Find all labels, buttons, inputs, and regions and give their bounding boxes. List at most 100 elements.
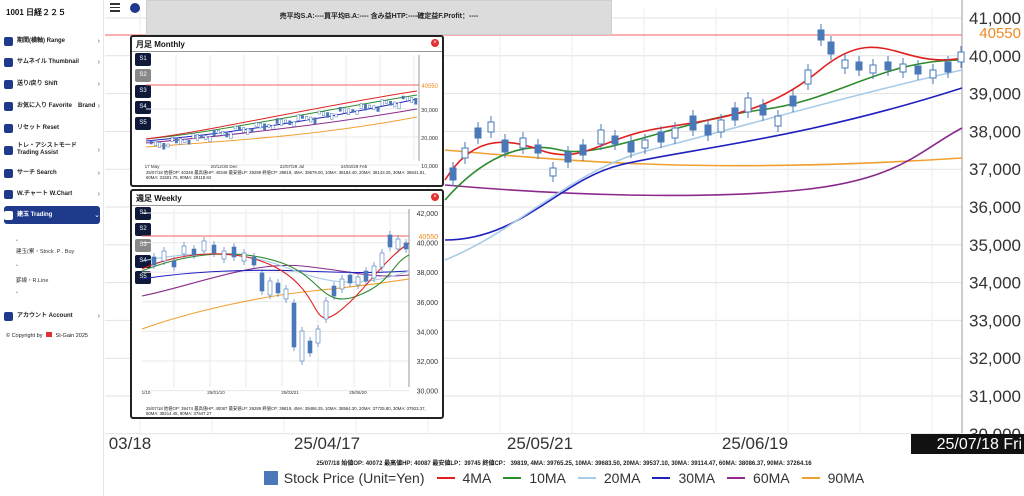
legend-item-60ma[interactable]: 60MA — [727, 470, 790, 486]
sidebar-sub-rline[interactable]: 罫線・R.Line — [16, 278, 49, 284]
candle-body — [380, 99, 384, 106]
monthly-chart[interactable]: 30,000 20,000 10,000 40550 17 May 20/12/30 De… — [132, 37, 442, 185]
legend-swatch — [652, 476, 671, 480]
candle-body — [338, 107, 342, 112]
y-tick-label: 32,000 — [417, 359, 439, 366]
y-tick-label: 10,000 — [421, 164, 438, 170]
sidebar-item-shift[interactable]: 送り/戻り Shift › — [4, 75, 100, 93]
monthly-panel[interactable]: 月足 Monthly × S1 S2 S3 S4 S5 30,000 20,000… — [130, 35, 444, 187]
sidebar-item-account[interactable]: アカウント Account › — [4, 307, 100, 325]
candle-body — [191, 133, 195, 139]
candle-body — [671, 127, 679, 139]
price-tag: 40550 — [421, 84, 438, 90]
sidebar-sub-stock-buy[interactable]: 建玉(累・Stock .P . Buy — [16, 249, 75, 255]
user-icon[interactable] — [130, 3, 140, 13]
candle-body — [309, 116, 313, 123]
legend-item-20ma[interactable]: 20MA — [577, 470, 641, 486]
candle-body — [393, 101, 397, 108]
candle-body — [300, 115, 304, 119]
menu-icon[interactable] — [110, 3, 120, 12]
price-tag: 40550 — [979, 25, 1021, 42]
sidebar-item-label: トレ・アシストモード Trading Assist — [17, 143, 77, 156]
legend-item-stock[interactable]: Stock Price (Unit=Yen) — [263, 470, 425, 486]
s4-button[interactable]: S4 — [135, 101, 151, 114]
s2-button[interactable]: S2 — [135, 69, 151, 82]
sidebar-item-label: 建玉 Trading — [17, 211, 53, 218]
candle-body — [305, 116, 309, 121]
ma-line — [444, 149, 963, 167]
x-tick-label: 22/07/29 Jul — [280, 164, 305, 169]
sidebar-item-wchart[interactable]: W.チャート W.Chart › — [4, 185, 100, 203]
y-tick-label: 37,000 — [969, 160, 1021, 179]
candle-body — [246, 128, 250, 135]
sidebar-item-thumbnail[interactable]: サムネイル Thumbnail › — [4, 53, 100, 71]
weekly-chart[interactable]: 42,000 40,000 38,000 36,000 34,000 32,000 30,0… — [132, 191, 442, 417]
candle-body — [292, 121, 296, 127]
candle-body — [181, 245, 187, 255]
candle-body — [216, 130, 220, 134]
candle-body — [342, 107, 346, 114]
candle-body — [174, 137, 178, 144]
legend-item-4ma[interactable]: 4MA — [436, 470, 491, 486]
s2-button[interactable]: S2 — [135, 223, 151, 236]
y-tick-label: 30,000 — [421, 108, 438, 114]
candle-body — [275, 282, 281, 294]
candle-body — [774, 115, 782, 127]
sidebar-item-trading-assist[interactable]: トレ・アシストモード Trading Assist › — [4, 141, 100, 159]
y-tick-label: 41,000 — [969, 9, 1021, 28]
monthly-ohlc: 25/07/18 始値OP: 40348 最高値HP: 40349 最安値LP:… — [146, 170, 426, 180]
candle-body — [841, 59, 849, 69]
candle-body — [817, 29, 825, 41]
chevron-right-icon: › — [97, 80, 100, 88]
weekly-ohlc: 25/07/18 始値OP: 39474 最高値HP: 40087 最安値LP:… — [146, 406, 426, 416]
legend-item-10ma[interactable]: 10MA — [503, 470, 566, 486]
sidebar-item-trading[interactable]: 建玉 Trading ⌄ — [4, 206, 100, 224]
sidebar-item-reset[interactable]: リセット Reset — [4, 119, 100, 137]
chevron-right-icon: › — [97, 102, 100, 110]
candle-body — [759, 104, 767, 116]
sidebar-item-favorite[interactable]: お気に入り Favorite Brand › — [4, 97, 100, 115]
panel-title-divider — [132, 51, 442, 52]
legend-item-30ma[interactable]: 30MA — [652, 470, 715, 486]
chevron-right-icon: › — [97, 58, 100, 66]
close-icon[interactable]: × — [431, 39, 439, 47]
legend-label: 20MA — [603, 470, 641, 486]
candle-body — [331, 285, 337, 297]
x-tick-label: 20/12/30 Dec — [211, 164, 239, 169]
candle-body — [225, 131, 229, 138]
candle-body — [288, 120, 292, 125]
legend-item-90ma[interactable]: 90MA — [801, 470, 864, 486]
candle-body — [376, 106, 380, 112]
candle-body — [368, 104, 372, 109]
weekly-panel[interactable]: 週足 Weekly × S1 S2 S3 S4 S5 42,000 40,000 3… — [130, 189, 444, 419]
candle-body — [657, 131, 665, 143]
s5-button[interactable]: S5 — [135, 271, 151, 284]
panel-title-divider — [132, 205, 442, 206]
app-title: 1001 日経２２５ — [6, 8, 67, 17]
x-tick-label-current: 25/07/18 Fri — [937, 436, 1022, 453]
candle-body — [179, 138, 183, 145]
scale-buttons: S1 S2 S3 S4 S5 — [135, 53, 151, 133]
sidebar-item-search[interactable]: サーチ Search › — [4, 164, 100, 182]
legend-swatch — [727, 476, 746, 480]
s5-button[interactable]: S5 — [135, 117, 151, 130]
ma-line — [145, 108, 418, 144]
close-icon[interactable]: × — [431, 193, 439, 201]
sidebar-item-range[interactable]: 期間(横軸) Range › — [4, 32, 100, 50]
s3-button[interactable]: S3 — [135, 85, 151, 98]
candle-body — [944, 61, 952, 73]
s1-button[interactable]: S1 — [135, 53, 151, 66]
candle-body — [564, 151, 572, 163]
candle-body — [267, 124, 271, 128]
y-tick-label: 30,000 — [417, 389, 439, 396]
sub-bullet: • — [16, 290, 18, 296]
candle-body — [330, 113, 334, 120]
candle-body — [284, 119, 288, 124]
candle-body — [317, 110, 321, 115]
star-icon — [4, 101, 13, 111]
x-tick-label: 25/05/21 — [507, 434, 573, 453]
candle-body — [405, 96, 409, 101]
sidebar-item-label: 送り/戻り Shift — [17, 80, 58, 87]
candle-body — [283, 288, 289, 300]
